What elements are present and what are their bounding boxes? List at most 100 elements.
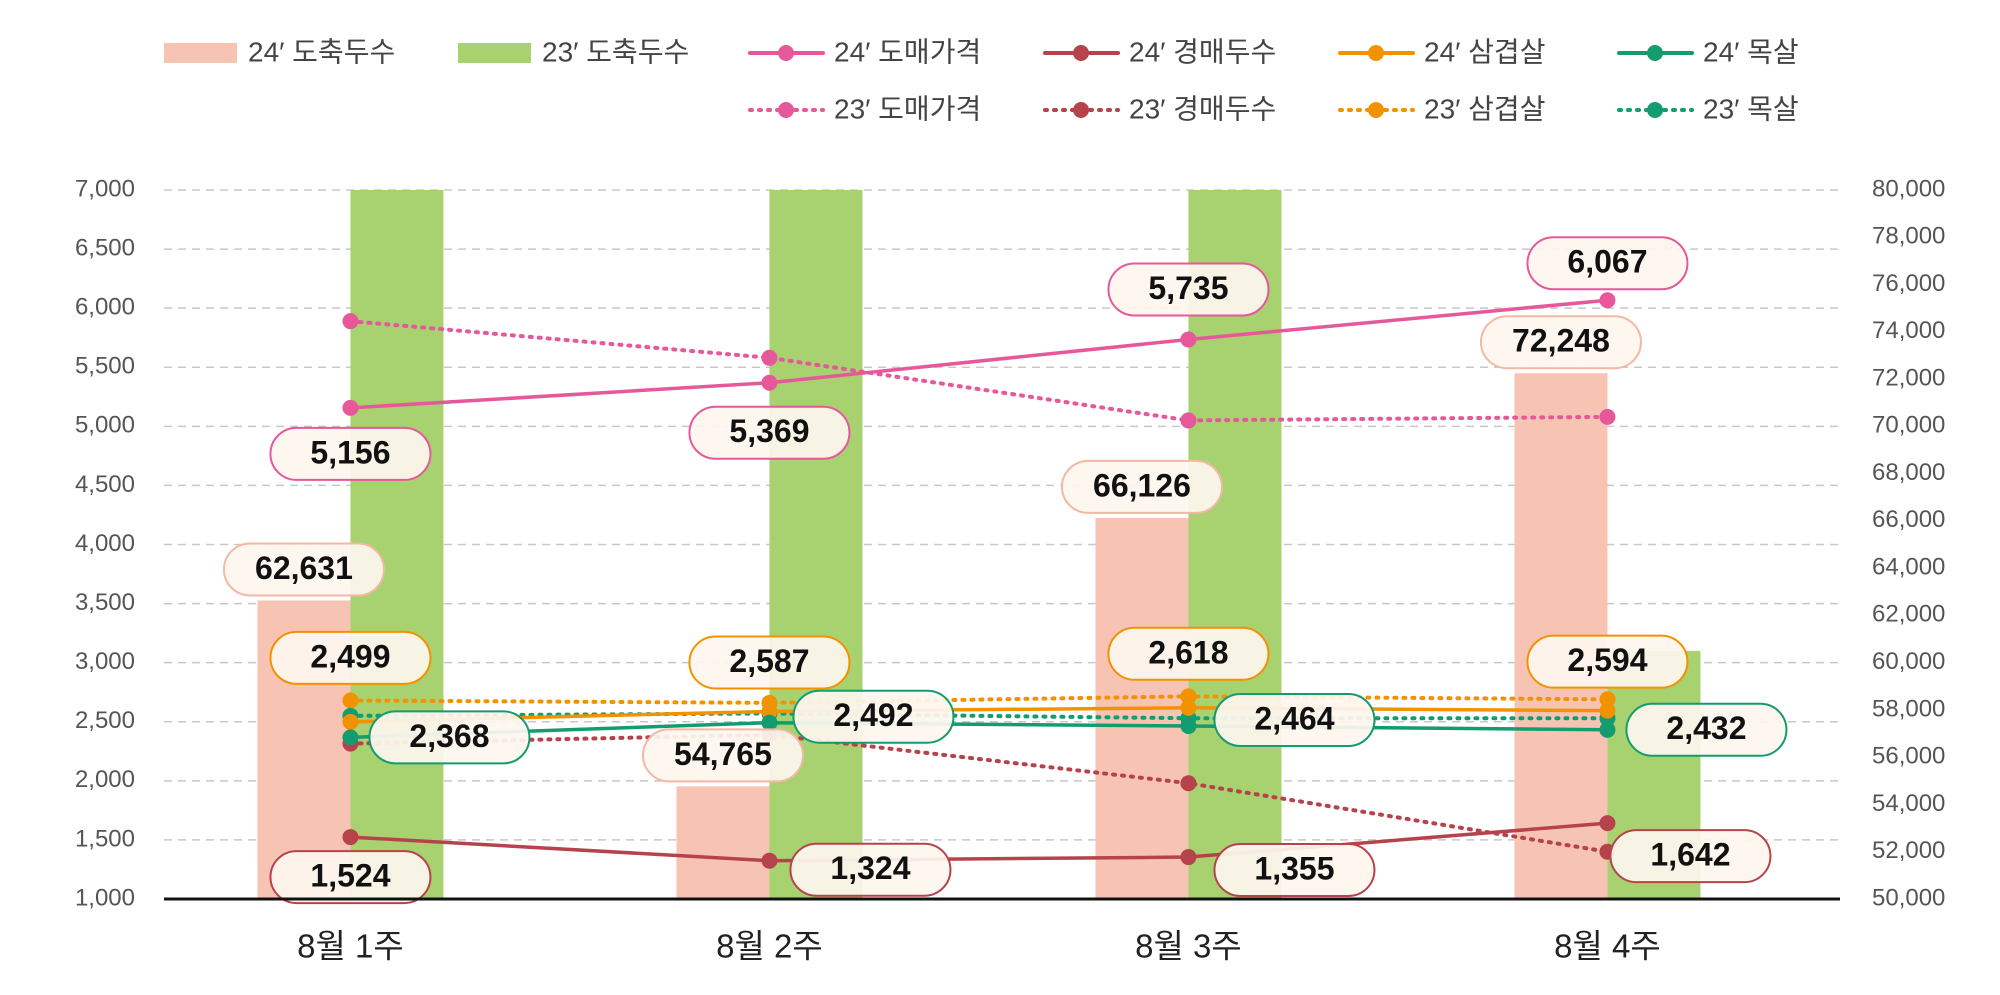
- legend-label: 24′ 삼겹살: [1424, 36, 1545, 67]
- legend-label: 23′ 도매가격: [834, 93, 981, 124]
- point: [1599, 721, 1616, 738]
- legend-swatch: [1368, 45, 1384, 61]
- y2-tick-label: 80,000: [1872, 175, 1945, 202]
- y2-tick-label: 52,000: [1872, 837, 1945, 864]
- label-pill: [269, 630, 432, 685]
- y2-tick-label: 56,000: [1872, 743, 1945, 770]
- y2-tick-label: 60,000: [1872, 648, 1945, 675]
- data-label: 5,156: [310, 434, 390, 470]
- y2-tick-label: 78,000: [1872, 223, 1945, 250]
- label-pill: [222, 542, 385, 597]
- y-tick-label: 3,500: [75, 589, 135, 616]
- legend-label: 24′ 도매가격: [834, 36, 981, 67]
- legend-swatch: [778, 45, 794, 61]
- label-pill: [1625, 702, 1788, 757]
- point: [342, 313, 359, 330]
- legend-swatch: [778, 102, 794, 118]
- point: [1180, 849, 1197, 866]
- y2-tick-label: 72,000: [1872, 364, 1945, 391]
- point: [761, 374, 778, 391]
- data-label: 1,642: [1650, 837, 1730, 873]
- y2-tick-label: 70,000: [1872, 412, 1945, 439]
- point: [342, 692, 359, 709]
- legend-label: 23′ 경매두수: [1129, 93, 1276, 124]
- label-pill: [1107, 262, 1270, 317]
- data-label: 2,368: [409, 718, 489, 754]
- bar: [676, 786, 770, 899]
- y-tick-label: 5,000: [75, 412, 135, 439]
- line: [348, 706, 1610, 724]
- data-label: 6,067: [1567, 244, 1647, 280]
- y2-tick-label: 50,000: [1872, 884, 1945, 911]
- label-pill: [1213, 693, 1376, 748]
- x-tick-label: 8월 2주: [716, 928, 823, 965]
- y-tick-label: 1,500: [75, 825, 135, 852]
- point: [1599, 691, 1616, 708]
- data-label: 54,765: [674, 736, 772, 772]
- point: [1180, 688, 1197, 705]
- x-tick-label: 8월 4주: [1554, 928, 1661, 965]
- data-label: 2,492: [833, 697, 913, 733]
- data-label: 1,524: [310, 858, 390, 894]
- point: [342, 829, 359, 846]
- legend-label: 23′ 목살: [1703, 93, 1799, 124]
- y-tick-label: 7,000: [75, 175, 135, 202]
- legend-swatch: [1368, 102, 1384, 118]
- label-pill: [368, 710, 531, 765]
- y-tick-label: 2,500: [75, 707, 135, 734]
- x-tick-label: 8월 3주: [1135, 928, 1242, 965]
- line: [348, 694, 1610, 705]
- point: [1599, 815, 1616, 832]
- data-label: 2,618: [1148, 634, 1228, 670]
- point: [342, 729, 359, 746]
- legend-swatch: [1647, 45, 1663, 61]
- line: [348, 711, 1610, 721]
- legend-label: 24′ 경매두수: [1129, 36, 1276, 67]
- point: [761, 714, 778, 731]
- data-label: 1,324: [830, 850, 910, 886]
- legend-label: 24′ 도축두수: [248, 36, 395, 67]
- y2-tick-label: 74,000: [1872, 317, 1945, 344]
- y2-tick-label: 64,000: [1872, 553, 1945, 580]
- line: [348, 298, 1610, 410]
- label-pill: [1479, 315, 1642, 370]
- data-label: 2,464: [1254, 700, 1334, 736]
- data-label: 2,432: [1666, 710, 1746, 746]
- label-pill: [688, 405, 851, 460]
- y-tick-label: 1,000: [75, 884, 135, 911]
- data-label: 2,587: [729, 643, 809, 679]
- data-label: 1,355: [1254, 851, 1334, 887]
- data-label: 5,735: [1148, 270, 1228, 306]
- legend-label: 23′ 삼겹살: [1424, 93, 1545, 124]
- point: [342, 713, 359, 730]
- legend-swatch: [1073, 45, 1089, 61]
- y2-tick-label: 76,000: [1872, 270, 1945, 297]
- label-pill: [1526, 236, 1689, 291]
- point: [1180, 331, 1197, 348]
- legend-label: 23′ 도축두수: [542, 36, 689, 67]
- bar: [769, 190, 863, 899]
- y-tick-label: 6,000: [75, 294, 135, 321]
- line: [348, 720, 1610, 740]
- label-pill: [1213, 843, 1376, 898]
- data-label: 72,248: [1512, 323, 1610, 359]
- point: [1180, 718, 1197, 735]
- data-label: 2,499: [310, 638, 390, 674]
- y2-tick-label: 66,000: [1872, 506, 1945, 533]
- y-tick-label: 5,500: [75, 353, 135, 380]
- point: [1599, 408, 1616, 425]
- label-pill: [641, 728, 804, 783]
- y-tick-label: 3,000: [75, 648, 135, 675]
- label-pill: [792, 689, 955, 744]
- label-pill: [269, 850, 432, 905]
- label-pill: [789, 842, 952, 897]
- data-label: 5,369: [729, 413, 809, 449]
- legend-swatch: [1647, 102, 1663, 118]
- legend-swatch: [164, 43, 237, 63]
- point: [342, 399, 359, 416]
- point: [761, 703, 778, 720]
- y2-tick-label: 54,000: [1872, 790, 1945, 817]
- label-pill: [1107, 626, 1270, 681]
- label-pill: [1526, 634, 1689, 689]
